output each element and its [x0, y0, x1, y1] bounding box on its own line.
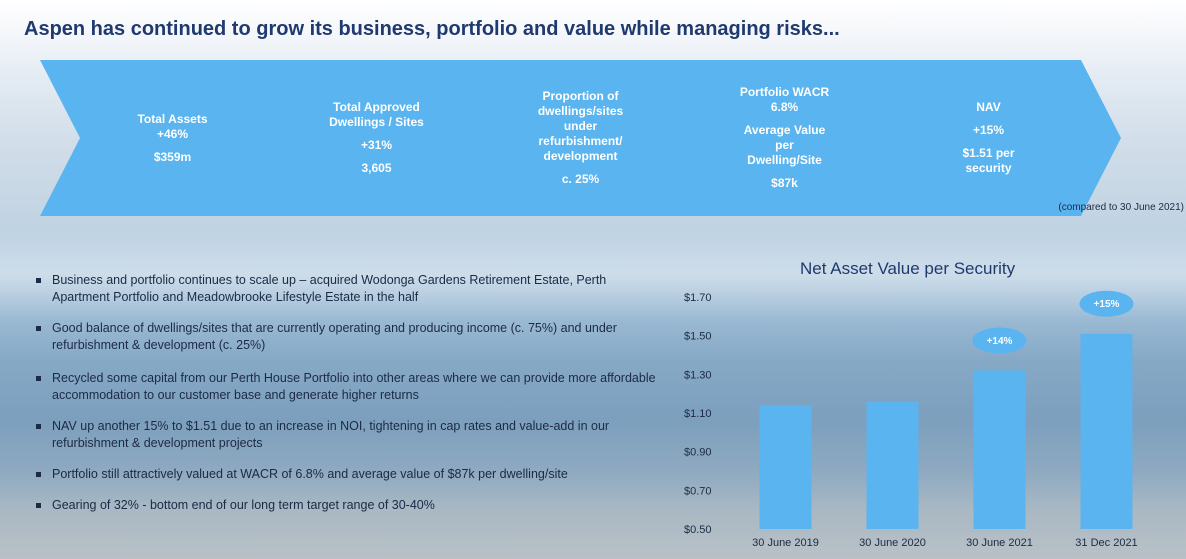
y-tick-label: $1.10 — [684, 408, 712, 420]
bullet-item: Recycled some capital from our Perth Hou… — [36, 370, 666, 404]
bar-30-june-2020 — [866, 401, 919, 529]
chevron-text: Proportion of dwellings/sites under refurbi… — [488, 60, 673, 216]
growth-badge-label: +15% — [1094, 299, 1120, 310]
growth-badge — [972, 327, 1027, 354]
chevron-line: +46% — [156, 126, 189, 141]
chevron-line: Dwellings / Sites — [329, 115, 424, 129]
bullet-item: Gearing of 32% - bottom end of our long … — [36, 497, 666, 514]
x-tick-label: 30 June 2019 — [752, 537, 819, 549]
comparison-footnote: (compared to 30 June 2021) — [1058, 202, 1184, 213]
chevron-line: $87k — [771, 176, 798, 190]
chevron-line: 6.8% — [770, 100, 799, 114]
bullet-item: NAV up another 15% to $1.51 due to an in… — [36, 418, 666, 452]
chevron-text: Total Assets +46% $359m — [80, 60, 265, 216]
growth-badge-label: +14% — [987, 336, 1013, 347]
x-tick-label: 30 June 2021 — [966, 537, 1033, 549]
chevron-line: development — [543, 149, 618, 163]
x-tick-label: 31 Dec 2021 — [1075, 537, 1137, 549]
chevron-line: security — [965, 161, 1012, 175]
chevron-line: Portfolio WACR — [739, 85, 830, 99]
bar-30-june-2021 — [973, 370, 1026, 529]
bar-30-june-2019 — [759, 405, 812, 529]
y-tick-label: $0.50 — [684, 524, 712, 536]
y-tick-label: $1.50 — [684, 331, 712, 343]
chevron-line: Dwelling/Site — [747, 153, 822, 167]
y-tick-label: $0.90 — [684, 447, 712, 459]
chevron-line: NAV — [976, 100, 1001, 114]
nav-bar-chart: $1.70 $1.50 $1.30 $1.10 $0.90 $0.70 $0.50 30 Ju… — [684, 290, 1138, 549]
chevron-line: Total Approved — [333, 100, 420, 114]
chevron-line: $359m — [153, 149, 192, 164]
chevron-line: per — [775, 138, 794, 152]
chart-title: Net Asset Value per Security — [800, 259, 1016, 278]
chevron-text: NAV +15% $1.51 per security — [896, 60, 1081, 216]
chevron-line: Proportion of — [542, 89, 619, 103]
chevron-line: +15% — [972, 123, 1005, 137]
kpi-chevrons: Total Assets +46% $359m Total Approved Dwel… — [0, 0, 1186, 230]
chevron-line: $1.51 per — [962, 146, 1015, 160]
chevron-line: +31% — [360, 138, 393, 152]
bar-31-dec-2021 — [1080, 333, 1133, 529]
bullet-item: Portfolio still attractively valued at W… — [36, 466, 666, 483]
chevron-line: under — [563, 119, 598, 133]
bullet-item: Business and portfolio continues to scal… — [36, 272, 666, 306]
x-tick-label: 30 June 2020 — [859, 537, 926, 549]
page-title: Aspen has continued to grow its business… — [24, 18, 840, 40]
bullet-list: Business and portfolio continues to scal… — [36, 272, 666, 514]
y-tick-label: $1.70 — [684, 292, 712, 304]
chevron-line: c. 25% — [561, 172, 600, 186]
background-haze — [0, 230, 1186, 320]
chevron-line: Total Assets — [137, 111, 208, 126]
y-tick-label: $1.30 — [684, 369, 712, 381]
chevron-nav: NAV +15% $1.51 per security — [856, 60, 1121, 216]
chevron-text: Total Approved Dwellings / Sites +31% 3,605 — [284, 60, 469, 216]
chevron-line: dwellings/sites — [537, 104, 624, 118]
y-tick-label: $0.70 — [684, 485, 712, 497]
chevron-line: 3,605 — [361, 161, 392, 175]
growth-badge — [1079, 290, 1134, 317]
chevron-line: Average Value — [743, 123, 826, 137]
chevron-line: refurbishment/ — [538, 134, 623, 148]
chevron-text: Portfolio WACR 6.8% Average Value per Dwelli… — [692, 60, 877, 216]
bullet-item: Good balance of dwellings/sites that are… — [36, 320, 666, 354]
